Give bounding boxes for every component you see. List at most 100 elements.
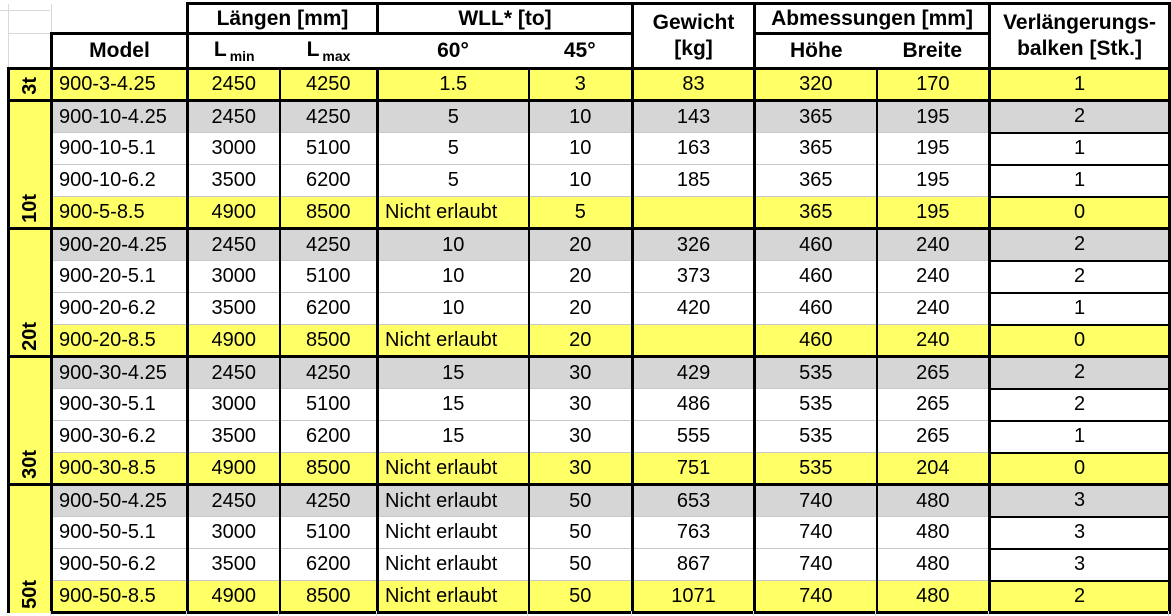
cell-gewicht: 751 <box>632 452 757 485</box>
cell-breite: 195 <box>876 164 992 197</box>
gridline-stub <box>50 611 51 616</box>
cell-model: 900-30-8.5 <box>51 452 189 485</box>
cell-l-min: 4900 <box>187 324 281 357</box>
cell-wll-60: Nicht erlaubt <box>377 324 530 357</box>
group-label-20t: 20t <box>7 227 53 357</box>
cell-wll-45: 20 <box>528 324 635 357</box>
cell-verlaengerung: 2 <box>989 259 1171 293</box>
cell-model: 900-50-5.1 <box>51 516 189 549</box>
cell-model: 900-20-8.5 <box>51 324 189 357</box>
cell-model: 900-10-4.25 <box>51 99 189 133</box>
cell-wll-60: 15 <box>377 388 530 421</box>
cell-wll-45: 20 <box>528 227 635 261</box>
cell-wll-45: 30 <box>528 355 635 389</box>
gridline-stub <box>753 611 754 616</box>
cell-gewicht: 653 <box>632 483 757 517</box>
cell-breite: 240 <box>876 292 992 325</box>
cell-breite: 265 <box>876 355 992 389</box>
table-body: 3t 900-3-4.25 2450 4250 1.5 3 83 320 170 1 10t 900-… <box>7 67 1171 614</box>
cell-gewicht <box>632 196 757 229</box>
cell-l-max: 8500 <box>279 580 379 614</box>
header-60deg: 60° <box>377 32 529 70</box>
cell-l-min: 3000 <box>187 388 281 421</box>
cell-wll-45: 50 <box>528 580 635 614</box>
header-gewicht-line1: Gewicht <box>652 10 735 34</box>
cell-l-min: 4900 <box>187 196 281 229</box>
cell-l-min: 2450 <box>187 99 281 133</box>
header-45deg: 45° <box>528 32 633 70</box>
cell-wll-45: 30 <box>528 420 635 453</box>
cell-model: 900-30-5.1 <box>51 388 189 421</box>
cell-hoehe: 365 <box>754 132 878 165</box>
group-label-10t: 10t <box>7 99 53 229</box>
cell-wll-60: Nicht erlaubt <box>377 452 530 485</box>
cell-hoehe: 535 <box>754 420 878 453</box>
cell-model: 900-30-6.2 <box>51 420 189 453</box>
cell-hoehe: 460 <box>754 227 878 261</box>
cell-wll-45: 50 <box>528 516 635 549</box>
cell-l-min: 4900 <box>187 580 281 614</box>
cell-wll-45: 30 <box>528 452 635 485</box>
header-hoehe: Höhe <box>754 32 877 70</box>
group-label-50t: 50t <box>7 483 53 613</box>
header-verlaengerung-line2: balken [Stk.] <box>1017 37 1142 60</box>
cell-breite: 170 <box>876 67 992 101</box>
cell-hoehe: 365 <box>754 196 878 229</box>
cell-l-max: 6200 <box>279 292 379 325</box>
cell-verlaengerung: 1 <box>989 131 1171 165</box>
cell-l-min: 2450 <box>187 483 281 517</box>
cell-hoehe: 365 <box>754 164 878 197</box>
cell-wll-45: 30 <box>528 388 635 421</box>
cell-l-max: 4250 <box>279 99 379 133</box>
cell-verlaengerung: 1 <box>989 67 1171 101</box>
header-gewicht: Gewicht [kg] <box>631 2 757 70</box>
cell-breite: 240 <box>876 260 992 293</box>
cell-verlaengerung: 1 <box>989 291 1171 325</box>
cell-wll-60: Nicht erlaubt <box>377 548 530 581</box>
header-gewicht-line2: [kg] <box>674 37 713 60</box>
cell-wll-45: 20 <box>528 292 635 325</box>
cell-model: 900-20-4.25 <box>51 227 189 261</box>
header-laengen: Längen [mm] <box>186 2 379 35</box>
cell-wll-60: 5 <box>377 132 530 165</box>
cell-breite: 204 <box>876 452 992 485</box>
cell-wll-45: 50 <box>528 548 635 581</box>
cell-breite: 195 <box>876 99 992 133</box>
cell-model: 900-5-8.5 <box>51 196 189 229</box>
cell-wll-45: 10 <box>528 99 635 133</box>
cell-wll-45: 3 <box>528 67 635 101</box>
cell-l-min: 2450 <box>187 355 281 389</box>
cell-hoehe: 535 <box>754 388 878 421</box>
cell-breite: 480 <box>876 483 992 517</box>
cell-breite: 480 <box>876 516 992 549</box>
cell-hoehe: 740 <box>754 580 878 614</box>
header-breite: Breite <box>876 32 990 70</box>
cell-breite: 480 <box>876 548 992 581</box>
cell-wll-60: 10 <box>377 260 530 293</box>
cell-gewicht: 420 <box>632 292 757 325</box>
cell-wll-60: 15 <box>377 355 530 389</box>
cell-gewicht: 185 <box>632 164 757 197</box>
cell-breite: 480 <box>876 580 992 614</box>
cell-hoehe: 460 <box>754 292 878 325</box>
cell-gewicht: 555 <box>632 420 757 453</box>
cell-gewicht: 163 <box>632 132 757 165</box>
cell-model: 900-20-5.1 <box>51 260 189 293</box>
cell-l-max: 6200 <box>279 548 379 581</box>
cell-wll-60: 5 <box>377 164 530 197</box>
cell-l-max: 6200 <box>279 164 379 197</box>
cell-l-min: 4900 <box>187 452 281 485</box>
cell-breite: 265 <box>876 420 992 453</box>
cell-wll-60: 1.5 <box>377 67 530 101</box>
cell-model: 900-50-4.25 <box>51 483 189 517</box>
cell-breite: 240 <box>876 324 992 357</box>
cell-verlaengerung: 1 <box>989 163 1171 197</box>
cell-wll-60: 15 <box>377 420 530 453</box>
gridline-stub <box>988 611 989 616</box>
header-verlaengerung: Verlängerungs- balken [Stk.] <box>988 2 1171 70</box>
cell-verlaengerung: 0 <box>989 195 1171 229</box>
cell-verlaengerung: 2 <box>989 355 1171 389</box>
cell-gewicht: 1071 <box>632 580 757 614</box>
cell-wll-45: 5 <box>528 196 635 229</box>
